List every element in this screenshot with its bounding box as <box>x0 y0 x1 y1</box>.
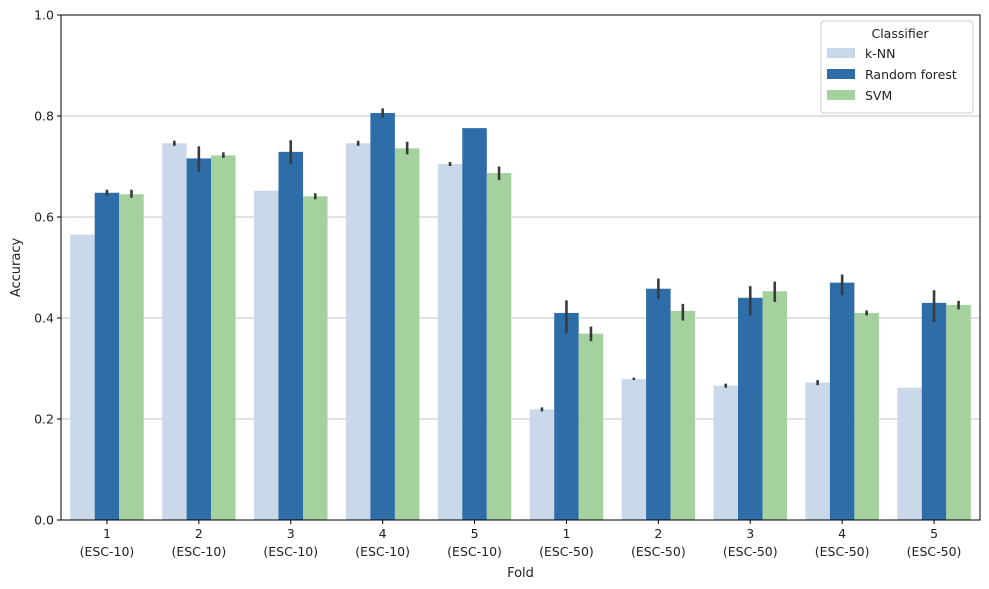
bar <box>278 151 304 521</box>
x-tick-label-dataset: (ESC-50) <box>907 544 962 559</box>
y-tick-label: 0.4 <box>34 311 54 326</box>
x-tick-label: 1 <box>103 526 111 541</box>
x-axis-label: Fold <box>507 566 534 581</box>
legend-title: Classifier <box>871 26 929 41</box>
bar <box>646 288 671 520</box>
legend-label: SVM <box>865 88 892 103</box>
bar <box>394 148 420 520</box>
bar <box>462 128 487 520</box>
bar <box>94 192 120 520</box>
bar <box>805 382 830 520</box>
x-tick-label-dataset: (ESC-10) <box>171 544 226 559</box>
y-tick-label: 1.0 <box>34 8 54 23</box>
bar <box>578 333 604 520</box>
bar <box>946 304 971 520</box>
y-axis: 0.0 0.2 0.4 0.6 0.8 1.0 <box>34 8 61 528</box>
bars <box>70 112 971 521</box>
bar <box>486 173 512 520</box>
bar <box>921 302 947 520</box>
bar <box>854 312 879 520</box>
bar <box>713 385 738 520</box>
bar <box>437 163 463 520</box>
y-tick-label: 0.2 <box>34 412 54 427</box>
bar <box>897 387 922 520</box>
legend-label: Random forest <box>865 67 957 82</box>
bar <box>211 155 236 520</box>
x-tick-label-dataset: (ESC-50) <box>723 544 778 559</box>
bar <box>303 196 328 521</box>
bar <box>253 190 279 521</box>
legend-items: k-NN Random forest SVM <box>827 46 957 103</box>
x-tick-label: 4 <box>838 526 846 541</box>
x-tick-label: 2 <box>195 526 203 541</box>
y-tick-label: 0.8 <box>34 109 54 124</box>
legend: Classifier k-NN Random forest SVM <box>820 20 974 114</box>
legend-swatch <box>827 69 855 79</box>
x-tick-label: 2 <box>654 526 662 541</box>
bar <box>162 143 187 520</box>
legend-swatch <box>827 48 855 58</box>
legend-box <box>820 20 974 114</box>
legend-swatch <box>827 90 855 100</box>
bar <box>70 234 95 521</box>
x-tick-label-dataset: (ESC-10) <box>263 544 318 559</box>
bar <box>670 310 696 520</box>
error-bars <box>105 108 960 412</box>
x-tick-label: 5 <box>930 526 938 541</box>
x-tick-label-dataset: (ESC-10) <box>80 544 135 559</box>
legend-label: k-NN <box>865 46 895 61</box>
bar <box>737 297 763 520</box>
x-tick-label-dataset: (ESC-10) <box>355 544 410 559</box>
bar <box>186 158 212 521</box>
x-tick-label: 4 <box>379 526 387 541</box>
y-tick-label: 0.0 <box>34 513 54 528</box>
x-tick-label-dataset: (ESC-50) <box>815 544 870 559</box>
bar <box>345 143 371 520</box>
plot-frame <box>60 14 981 521</box>
y-tick-label: 0.6 <box>34 210 54 225</box>
x-tick-label-dataset: (ESC-10) <box>447 544 502 559</box>
x-tick-label: 1 <box>562 526 570 541</box>
bar <box>119 194 144 520</box>
x-axis: 1 (ESC-10) 2 (ESC-10) 3 (ESC-10) 4 (ESC-10) 5 (ES… <box>80 520 962 559</box>
bar <box>762 291 788 520</box>
bar <box>621 379 647 520</box>
bar <box>554 312 579 520</box>
x-tick-label-dataset: (ESC-50) <box>539 544 594 559</box>
bar <box>370 112 395 520</box>
x-tick-label: 3 <box>287 526 295 541</box>
bar <box>529 409 555 520</box>
y-axis-label: Accuracy <box>9 238 24 298</box>
x-tick-label: 5 <box>471 526 479 541</box>
x-tick-label-dataset: (ESC-50) <box>631 544 686 559</box>
x-tick-label: 3 <box>746 526 754 541</box>
bar <box>829 282 855 520</box>
